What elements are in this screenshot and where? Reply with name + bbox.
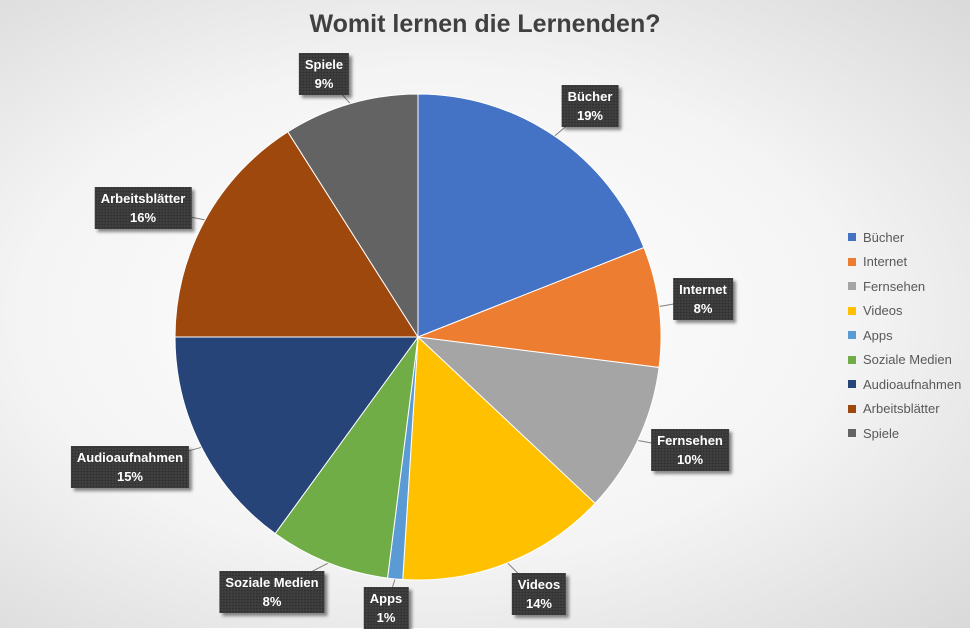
legend-swatch (848, 404, 856, 413)
pie-slice-audioaufnahmen (174, 336, 419, 535)
pie-slice-bucher (417, 93, 645, 338)
data-label-percent: 9% (314, 76, 334, 91)
data-label-percent: 10% (676, 452, 704, 467)
data-label-arbeitsblatter: Arbeitsblätter 16% (94, 187, 192, 229)
legend-label: Internet (863, 254, 908, 270)
data-label-category: Apps (369, 591, 403, 606)
data-label-percent: 19% (576, 108, 604, 123)
data-label-internet: Internet 8% (673, 278, 733, 320)
pie-slices (174, 93, 662, 581)
legend-label: Videos (863, 303, 903, 319)
legend-label: Arbeitsblätter (863, 401, 940, 417)
data-label-category: Soziale Medien (225, 575, 319, 590)
data-label-category: Fernsehen (657, 433, 723, 448)
legend-swatch (848, 331, 856, 340)
legend: Bücher Internet Fernsehen Videos Apps Soziale… (842, 225, 968, 446)
data-label-videos: Videos 14% (511, 573, 567, 615)
legend-label: Audioaufnahmen (863, 376, 962, 392)
legend-item-internet: Internet (842, 250, 968, 275)
pie-slice-arbeitsblatter (174, 131, 419, 338)
data-label-percent: 8% (693, 301, 713, 316)
legend-label: Bücher (863, 229, 905, 245)
legend-label: Spiele (863, 425, 900, 441)
pie-slice-videos (402, 335, 596, 581)
data-label-category: Videos (517, 577, 561, 592)
legend-item-arbeitsblatter: Arbeitsblätter (842, 397, 968, 422)
chart-title: Womit lernen die Lernenden? (309, 10, 661, 38)
data-label-category: Bücher (567, 89, 613, 104)
legend-label: Apps (863, 327, 893, 343)
data-label-spiele: Spiele 9% (298, 53, 350, 95)
data-label-percent: 8% (262, 594, 282, 609)
legend-item-soziale-medien: Soziale Medien (842, 348, 968, 373)
legend-swatch (848, 355, 856, 364)
legend-item-audioaufnahmen: Audioaufnahmen (842, 372, 968, 397)
legend-item-fernsehen: Fernsehen (842, 274, 968, 299)
legend-item-bucher: Bücher (842, 225, 968, 250)
legend-label: Soziale Medien (863, 352, 952, 368)
legend-label: Fernsehen (863, 278, 926, 294)
pie-slice-spiele (287, 93, 419, 339)
data-label-bucher: Bücher 19% (561, 85, 619, 127)
pie-slice-fernsehen (416, 336, 660, 505)
data-label-percent: 15% (116, 469, 144, 484)
legend-swatch (848, 380, 856, 389)
data-label-apps: Apps 1% (363, 587, 409, 629)
data-label-percent: 16% (129, 210, 157, 225)
legend-item-videos: Videos (842, 299, 968, 324)
legend-swatch (848, 429, 856, 438)
pie-slice-soziale-medien (274, 336, 419, 579)
pie-slice-internet (417, 246, 662, 369)
data-label-soziale-medien: Soziale Medien 8% (219, 571, 325, 613)
legend-swatch (848, 282, 856, 291)
data-label-category: Spiele (304, 57, 344, 72)
legend-swatch (848, 306, 856, 315)
data-label-percent: 1% (376, 610, 396, 625)
legend-swatch (848, 233, 856, 242)
legend-item-apps: Apps (842, 323, 968, 348)
data-label-category: Arbeitsblätter (100, 191, 186, 206)
data-label-category: Internet (679, 282, 727, 297)
data-label-fernsehen: Fernsehen 10% (651, 429, 729, 471)
legend-swatch (848, 257, 856, 266)
data-label-percent: 14% (525, 596, 553, 611)
data-label-audioaufnahmen: Audioaufnahmen 15% (70, 446, 190, 488)
data-label-category: Audioaufnahmen (76, 450, 184, 465)
legend-item-spiele: Spiele (842, 421, 968, 446)
